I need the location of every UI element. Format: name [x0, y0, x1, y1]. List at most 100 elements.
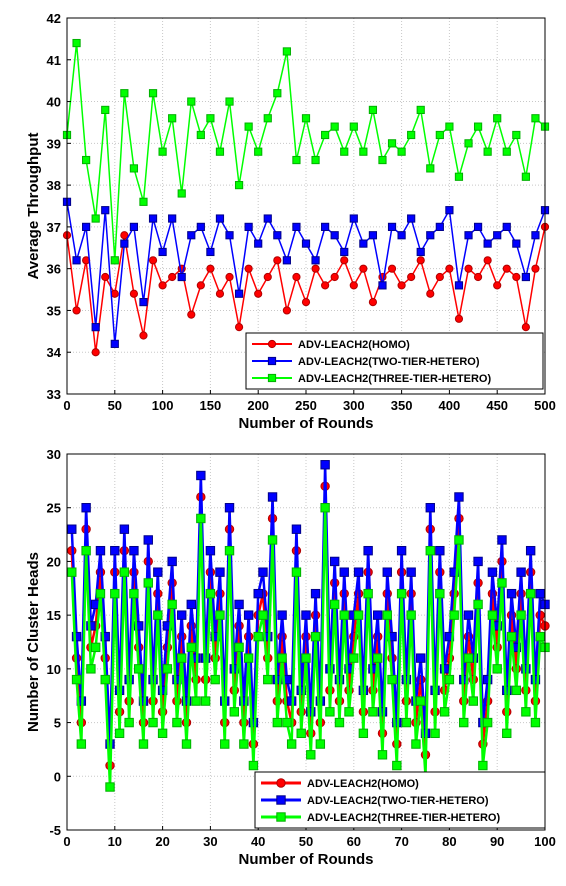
cluster-heads-series-3-point: [334, 717, 345, 728]
throughput-series-1-point: [206, 264, 215, 273]
throughput-series-3-point: [101, 105, 110, 115]
cluster-heads-series-2-point: [320, 460, 330, 470]
throughput-chart: 0 50 100 150 200 250 300 350 400 450 500 33 34 35 36 37…: [25, 11, 556, 432]
throughput-x-tick-label: 100: [152, 398, 174, 413]
cluster-heads-series-3-point: [172, 717, 182, 728]
throughput-series-1-point: [158, 281, 167, 290]
cluster-heads-series-3-point: [411, 739, 421, 749]
cluster-heads-series-3-point: [119, 567, 130, 577]
cluster-heads-series-3-point: [229, 707, 240, 717]
cluster-heads-series-2-point: [473, 556, 483, 567]
cluster-heads-y-tick-label: -5: [49, 823, 61, 838]
throughput-series-1-point: [120, 231, 129, 240]
throughput-series-3-point: [531, 114, 540, 123]
cluster-heads-series-3-point: [349, 653, 359, 663]
cluster-heads-series-3-point: [392, 760, 402, 771]
cluster-heads-series-2-point: [416, 653, 426, 663]
throughput-series-1-point: [148, 256, 158, 265]
throughput-series-1-point: [72, 306, 81, 315]
cluster-heads-series-2-point: [339, 567, 349, 577]
cluster-heads-x-axis-label: Number of Rounds: [239, 851, 374, 868]
throughput-series-3-point: [139, 197, 148, 206]
throughput-series-1-point: [368, 297, 378, 307]
cluster-heads-x-tick-label: 70: [394, 834, 408, 849]
cluster-heads-series-3-point: [430, 728, 440, 739]
throughput-series-1-point: [502, 264, 511, 273]
throughput-series-2-point: [148, 214, 158, 223]
cluster-heads-legend-entry: ADV-LEACH2(TWO-TIER-HETERO): [307, 795, 489, 807]
cluster-heads-y-tick-label: 15: [47, 608, 61, 623]
cluster-heads-series-3-point: [473, 599, 483, 610]
cluster-heads-series-2-point: [439, 664, 450, 674]
throughput-y-tick-label: 35: [47, 303, 61, 318]
cluster-heads-series-2-point: [487, 567, 498, 577]
throughput-legend-entry: ADV-LEACH2(HOMO): [298, 339, 410, 351]
throughput-series-1-point: [168, 272, 177, 282]
cluster-heads-series-2-point: [196, 470, 206, 481]
throughput-series-2-point: [101, 206, 110, 215]
cluster-heads-series-2-point: [224, 503, 235, 513]
cluster-heads-series-3-point: [210, 674, 220, 685]
cluster-heads-series-3-point: [530, 717, 541, 728]
cluster-heads-y-tick-label: 10: [47, 662, 61, 677]
cluster-heads-series-2-point: [167, 556, 177, 567]
throughput-series-2-point: [407, 214, 416, 223]
throughput-series-2-point: [196, 222, 205, 231]
throughput-y-tick-label: 41: [47, 53, 61, 68]
cluster-heads-series-2-point: [449, 567, 459, 577]
throughput-series-1-point: [311, 264, 320, 273]
throughput-series-3-point: [416, 105, 425, 115]
throughput-series-1-point: [225, 272, 234, 282]
cluster-heads-legend-entry: ADV-LEACH2(THREE-TIER-HETERO): [307, 812, 500, 824]
cluster-heads-series-2-point: [373, 610, 383, 620]
cluster-heads-series-3-point: [234, 642, 244, 653]
throughput-series-1-point: [301, 297, 311, 307]
cluster-heads-series-3-point: [253, 631, 263, 642]
cluster-heads-series-3-point: [67, 567, 77, 577]
cluster-heads-series-2-point: [248, 717, 259, 728]
throughput-series-1-point: [397, 281, 406, 290]
cluster-heads-series-3-point: [401, 717, 412, 728]
cluster-heads-series-3-point: [124, 717, 134, 728]
cluster-heads-series-2-point: [497, 535, 507, 545]
cluster-heads-series-3-point: [502, 728, 512, 739]
throughput-series-1-point: [292, 272, 301, 282]
throughput-series-1-point: [234, 323, 244, 332]
throughput-series-3-point: [120, 89, 129, 98]
cluster-heads-series-2-point: [67, 524, 77, 534]
throughput-legend-swatch-marker: [267, 373, 277, 383]
throughput-series-2-point: [340, 247, 349, 257]
throughput-series-2-point: [483, 239, 492, 248]
throughput-series-2-point: [531, 231, 540, 240]
cluster-heads-series-3-point: [162, 664, 173, 674]
cluster-heads-series-3-point: [129, 588, 139, 599]
cluster-heads-x-tick-label: 90: [490, 834, 504, 849]
cluster-heads-series-3-point: [277, 653, 287, 663]
throughput-series-1-point: [445, 264, 454, 273]
throughput-series-3-point: [273, 89, 282, 98]
throughput-legend: ADV-LEACH2(HOMO) ADV-LEACH2(TWO-TIER-HETE…: [245, 332, 544, 390]
cluster-heads-series-2-point: [134, 621, 144, 631]
throughput-series-2-point: [493, 231, 502, 240]
cluster-heads-legend-swatch-marker: [276, 778, 286, 788]
cluster-heads-series-2-point: [129, 545, 139, 556]
cluster-heads-legend-entry: ADV-LEACH2(HOMO): [307, 778, 419, 790]
throughput-series-2-point: [234, 289, 244, 298]
throughput-series-1-point: [110, 289, 119, 298]
cluster-heads-series-2-point: [186, 599, 196, 610]
throughput-series-2-point: [397, 231, 406, 240]
throughput-series-3-point: [206, 114, 215, 123]
cluster-heads-series-3-point: [487, 610, 498, 620]
throughput-series-3-point: [177, 189, 186, 198]
throughput-y-tick-label: 37: [47, 220, 61, 235]
cluster-heads-series-2-point: [535, 588, 545, 599]
cluster-heads-series-3-point: [463, 653, 474, 663]
cluster-heads-series-3-point: [497, 578, 507, 588]
throughput-series-2-point: [273, 231, 282, 240]
throughput-series-1-point: [521, 323, 530, 332]
throughput-series-3-point: [493, 114, 502, 123]
cluster-heads-series-3-point: [439, 707, 450, 717]
throughput-y-tick-label: 39: [47, 136, 61, 151]
cluster-heads-series-3-point: [396, 588, 407, 599]
